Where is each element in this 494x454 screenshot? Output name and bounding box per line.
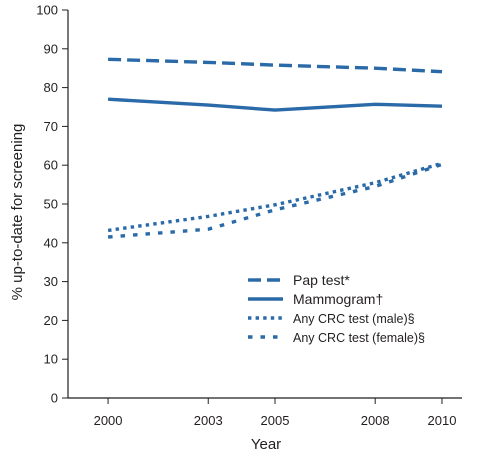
y-tick-label: 100 (36, 3, 58, 18)
x-tick-label: 2010 (428, 413, 457, 428)
y-tick-label: 50 (44, 197, 58, 212)
series-group (107, 57, 443, 239)
series-line-1 (108, 57, 443, 74)
y-tick-label: 70 (44, 119, 58, 134)
x-axis: 2000 2003 2005 2008 2010 (68, 397, 462, 428)
x-ticks: 2000 2003 2005 2008 2010 (94, 398, 457, 428)
legend-label-3: Any CRC test (male)§ (293, 312, 415, 326)
x-tick-label: 2005 (261, 413, 290, 428)
x-axis-title: Year (251, 436, 281, 453)
y-tick-label: 20 (44, 313, 58, 328)
legend-label-1: Pap test* (293, 272, 350, 288)
legend: Pap test* Mammogram† Any CRC test (male)§ A… (248, 272, 425, 345)
legend-label-2: Mammogram† (293, 291, 383, 307)
y-tick-label: 60 (44, 158, 58, 173)
x-tick-label: 2000 (94, 413, 123, 428)
y-tick-label: 0 (51, 391, 58, 406)
y-tick-label: 30 (44, 274, 58, 289)
y-tick-label: 10 (44, 352, 58, 367)
y-tick-label: 90 (44, 41, 58, 56)
y-tick-label: 80 (44, 80, 58, 95)
y-ticks: 0 10 20 30 40 50 60 70 80 90 100 (36, 3, 68, 406)
series-line-2 (107, 97, 443, 112)
legend-label-4: Any CRC test (female)§ (293, 331, 425, 345)
x-tick-label: 2003 (194, 413, 223, 428)
y-axis: 0 10 20 30 40 50 60 70 80 90 100 (36, 3, 69, 406)
y-tick-label: 40 (44, 235, 58, 250)
series-line-3 (107, 161, 443, 233)
y-axis-title: % up-to-date for screening (9, 124, 26, 301)
series-line-4 (107, 162, 443, 239)
x-tick-label: 2008 (361, 413, 390, 428)
